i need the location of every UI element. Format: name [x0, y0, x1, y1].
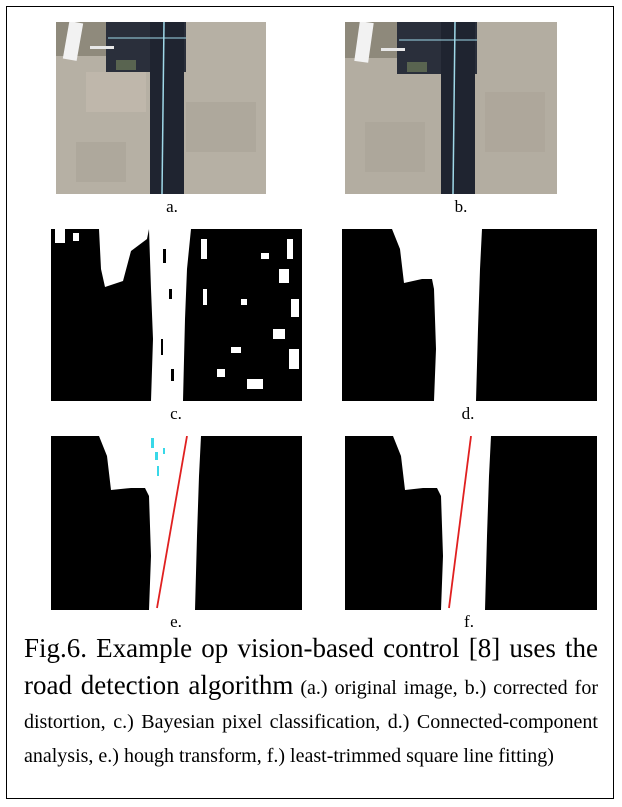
mask-image-f: [345, 436, 597, 610]
panel-d-label: d.: [461, 404, 475, 423]
panel-c-label: c.: [170, 404, 182, 423]
caption-lead: Fig.6. Example op vision-based control […: [24, 633, 598, 700]
figure-caption: Fig.6. Example op vision-based control […: [24, 632, 598, 774]
mask-image-e: [51, 436, 302, 610]
panel-f-label: f.: [464, 612, 474, 631]
panel-b-corrected-image: [345, 22, 557, 194]
lts-fit-line: [448, 436, 472, 609]
aerial-image-a: [56, 22, 266, 194]
panel-a-label: a.: [166, 197, 178, 216]
mask-image-c: [51, 229, 302, 401]
aerial-image-b: [345, 22, 557, 194]
caption-detail: (a.) original image, b.) corrected for d…: [24, 677, 598, 767]
mask-image-d: [342, 229, 597, 401]
panel-d-connected-component: [342, 229, 597, 401]
panel-e-label: e.: [170, 612, 182, 631]
panel-b-label: b.: [454, 197, 468, 216]
panel-c-bayesian-classification: [51, 229, 302, 401]
hough-fit-line: [156, 436, 188, 609]
figure-frame: [6, 6, 614, 799]
panel-e-hough-transform: [51, 436, 302, 610]
panel-f-line-fitting: [345, 436, 597, 610]
panel-a-original-image: [56, 22, 266, 194]
